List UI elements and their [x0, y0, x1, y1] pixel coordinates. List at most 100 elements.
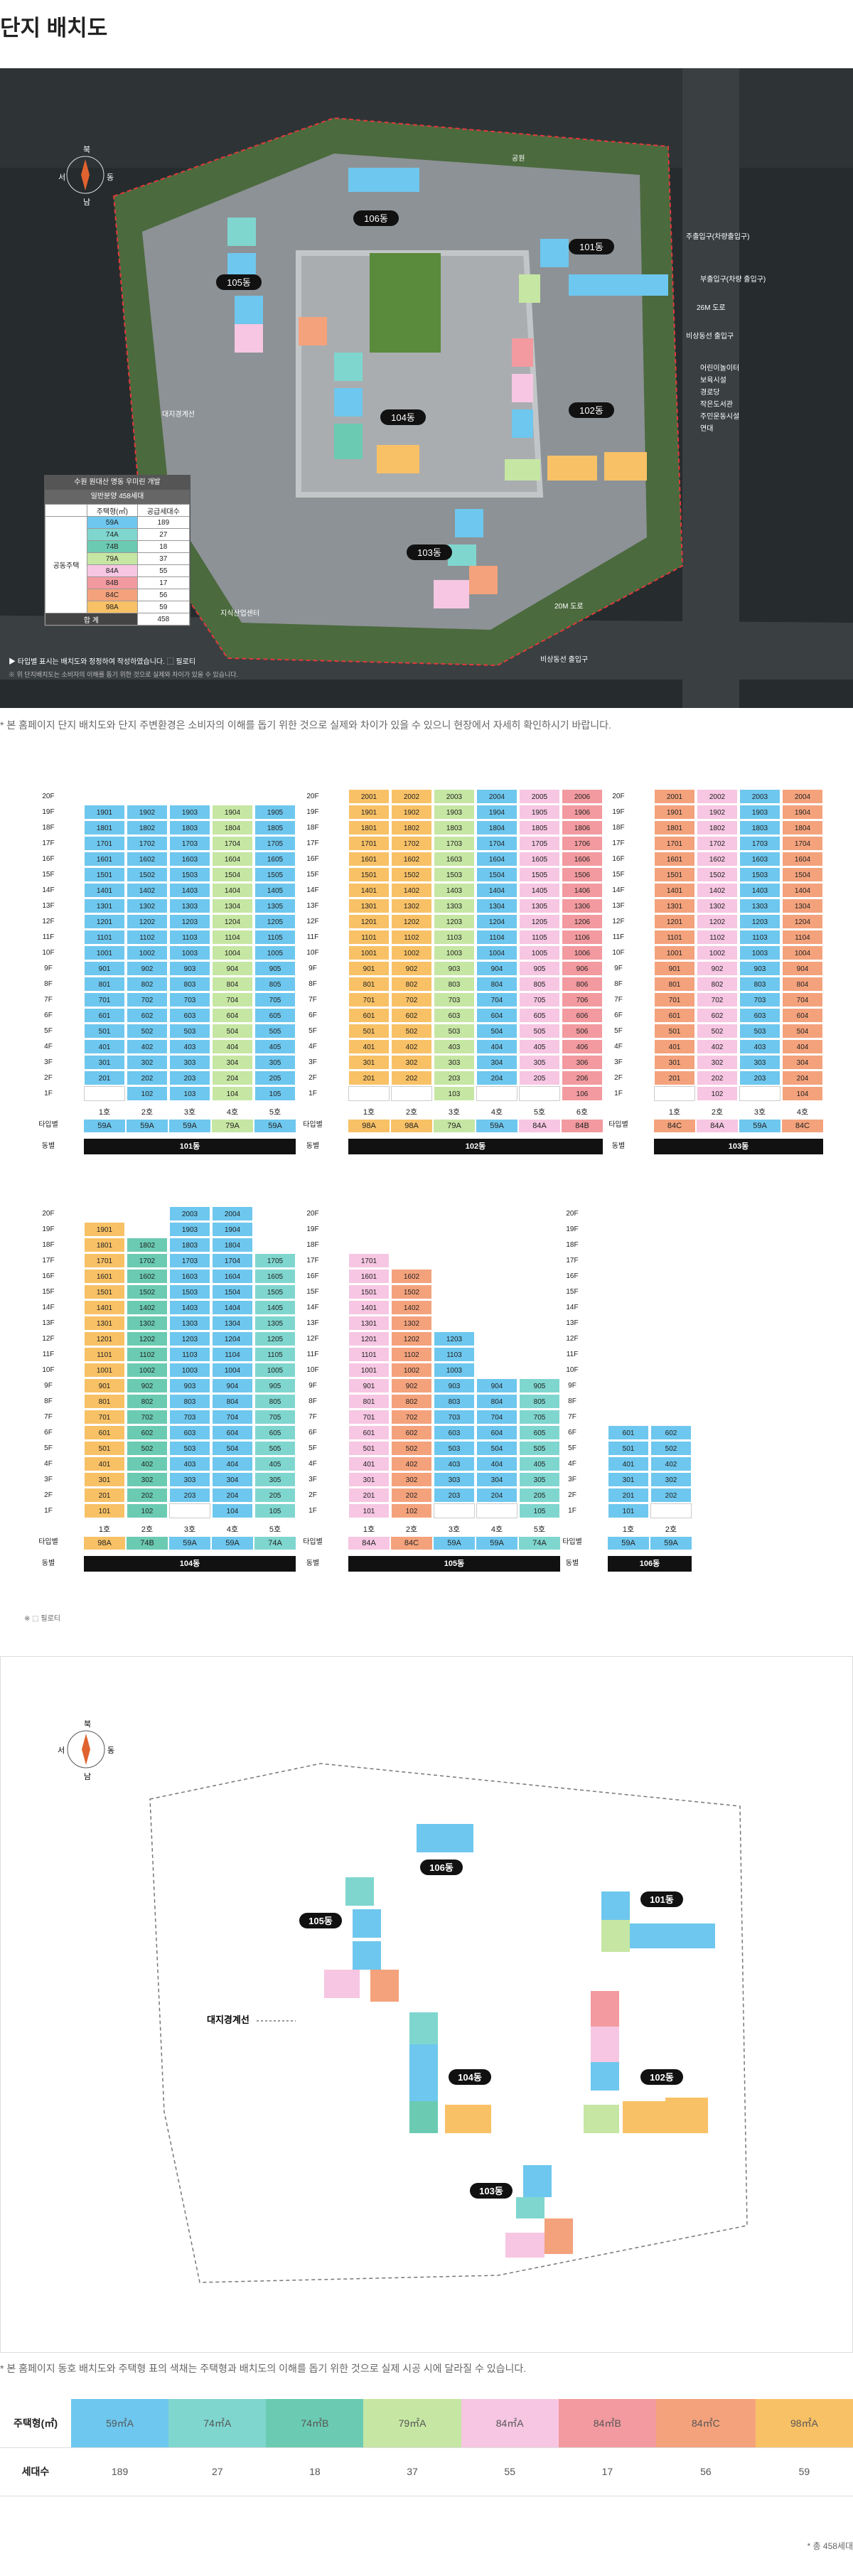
floor-label: 16F	[612, 855, 625, 863]
floor-label: 5F	[44, 1444, 53, 1452]
unit-cell	[169, 1503, 210, 1518]
svg-text:104동: 104동	[458, 2072, 482, 2083]
unit-cell: 702	[127, 992, 168, 1007]
unit-cell: 1001	[84, 945, 125, 960]
line-label: 5호	[269, 1525, 281, 1534]
unit-cell: 404	[212, 1456, 253, 1471]
label-sub-entrance: 부출입구(차량 출입구)	[700, 274, 766, 284]
unit-cell: 1203	[434, 914, 475, 929]
unit-cell: 904	[782, 961, 823, 976]
floor-label: 6F	[614, 1011, 623, 1019]
unit-cell: 102	[127, 1086, 168, 1101]
unit-cell: 2004	[212, 1206, 253, 1221]
plan-compass-north: 북	[84, 1719, 91, 1729]
unit-cell: 201	[84, 1070, 125, 1085]
summary-table: 주택형(㎡) 59㎡A 74㎡A 74㎡B 79㎡A 84㎡A 84㎡B 84㎡C 98㎡A 세…	[0, 2399, 853, 2496]
unit-cell: 2003	[739, 789, 780, 804]
unit-cell: 1304	[476, 898, 517, 913]
summary-type: 98㎡A	[755, 2399, 853, 2448]
summary-type: 79㎡A	[363, 2399, 461, 2448]
unit-cell: 1303	[739, 898, 780, 913]
svg-text:101동: 101동	[650, 1894, 674, 1905]
unit-cell: 102	[697, 1086, 738, 1101]
unit-cell: 601	[84, 1008, 125, 1023]
unit-cell: 302	[391, 1055, 432, 1070]
unit-cell	[348, 1086, 390, 1101]
floor-label: 9F	[614, 965, 623, 972]
unit-cell: 201	[348, 1070, 390, 1085]
unit-cell: 1502	[391, 1284, 432, 1299]
unit-cell: 501	[348, 1024, 390, 1039]
unit-cell: 1506	[562, 867, 603, 882]
unit-cell: 1102	[391, 1347, 432, 1362]
unit-cell: 104	[212, 1086, 253, 1101]
type-label: 59A	[84, 1120, 125, 1132]
unit-cell: 201	[348, 1488, 390, 1503]
unit-cell: 1201	[654, 914, 695, 929]
unit-cell: 1405	[519, 883, 560, 898]
unit-cell: 1601	[348, 852, 390, 866]
unit-cell: 1003	[434, 1363, 475, 1378]
unit-cell: 2001	[654, 789, 695, 804]
unit-cell: 301	[654, 1055, 695, 1070]
unit-cell: 1301	[348, 898, 390, 913]
unit-cell: 1501	[348, 1284, 390, 1299]
unit-cell: 505	[254, 1441, 296, 1456]
unit-cell: 204	[476, 1488, 517, 1503]
building-label-102: 102동	[569, 402, 614, 418]
plan-compass-east: 동	[107, 1746, 114, 1755]
type-label: 84C	[654, 1120, 695, 1132]
type-label: 79A	[212, 1120, 253, 1132]
unit-cell: 1002	[127, 945, 168, 960]
line-label: 1호	[363, 1108, 375, 1117]
unit-cell: 301	[348, 1055, 390, 1070]
svg-text:103동: 103동	[479, 2186, 503, 2196]
unit-cell: 1705	[254, 1253, 296, 1268]
label-facility-4: 작은도서관	[700, 400, 733, 409]
floor-label: 19F	[306, 808, 319, 816]
unit-cell	[434, 1503, 475, 1518]
unit-cell: 1201	[84, 914, 125, 929]
dong-bar: 104동	[84, 1556, 296, 1572]
summary-row1-label: 주택형(㎡)	[0, 2399, 71, 2448]
unit-cell: 1402	[391, 1300, 432, 1315]
unit-cell: 1903	[434, 805, 475, 820]
floor-label: 20F	[42, 1210, 55, 1218]
floor-label: 4F	[309, 1043, 317, 1051]
unit-cell: 701	[84, 1410, 125, 1424]
svg-text:102동: 102동	[579, 405, 603, 416]
unit-cell: 901	[84, 961, 125, 976]
floor-label: 13F	[566, 1319, 579, 1327]
type-label: 59A	[254, 1120, 296, 1132]
type-label: 59A	[434, 1537, 475, 1550]
aerial-map-graphic: 북 동 남 서 101동 102동 103동 104동 105동 106동 공원…	[0, 68, 853, 708]
floor-label: 4F	[309, 1460, 317, 1468]
unit-cell: 204	[782, 1070, 823, 1085]
unit-cell: 701	[348, 1410, 390, 1424]
unit-cell: 1105	[254, 930, 296, 945]
line-label: 2호	[665, 1525, 677, 1534]
floor-label: 17F	[42, 1257, 55, 1265]
unit-cell: 703	[169, 1410, 210, 1424]
unit-cell: 901	[654, 961, 695, 976]
floor-label: 7F	[309, 996, 317, 1004]
unit-cell: 1203	[739, 914, 780, 929]
unit-cell: 903	[434, 1378, 475, 1393]
floor-label: 12F	[612, 918, 625, 925]
unit-cell: 1704	[212, 1253, 253, 1268]
label-facility-1: 어린이놀이터	[700, 364, 739, 372]
unit-cell: 1701	[654, 836, 695, 851]
unit-cell: 304	[782, 1055, 823, 1070]
unit-cell: 1501	[84, 867, 125, 882]
unit-cell: 504	[212, 1024, 253, 1039]
unit-cell: 906	[562, 961, 603, 976]
infobox-count: 55	[136, 564, 191, 577]
unit-cell: 603	[739, 1008, 780, 1023]
line-label: 4호	[490, 1108, 503, 1117]
floor-label: 5F	[309, 1027, 317, 1035]
unit-cell: 703	[739, 992, 780, 1007]
infobox-type: 74B	[87, 540, 138, 553]
summary-type: 84㎡B	[558, 2399, 656, 2448]
unit-cell: 501	[84, 1441, 125, 1456]
type-row-label: 타입별	[303, 1121, 323, 1129]
